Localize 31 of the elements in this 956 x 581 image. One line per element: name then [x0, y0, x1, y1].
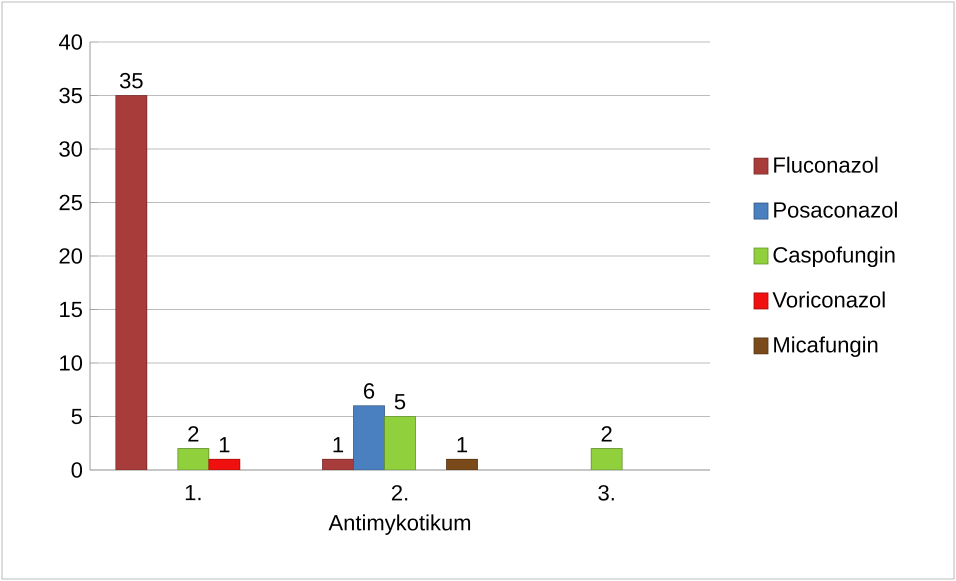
- y-tick-label: 35: [59, 88, 82, 104]
- y-tick-label: 5: [72, 408, 82, 424]
- data-label: 35: [120, 72, 143, 88]
- bar: [115, 95, 148, 470]
- legend-label: Voriconazol: [772, 291, 885, 308]
- y-tick-label: 25: [60, 194, 82, 210]
- data-label: 1: [220, 437, 230, 452]
- y-tick-label: 40: [58, 34, 82, 50]
- y-tick-label: 15: [60, 302, 82, 318]
- x-tick-label: 3.: [598, 485, 614, 501]
- data-label: 6: [364, 383, 374, 399]
- bar: [384, 416, 416, 470]
- data-label: 2: [602, 426, 612, 442]
- bar: [177, 448, 210, 470]
- legend-label: Posaconazol: [774, 202, 897, 218]
- x-axis-title: Antimykotikum: [328, 514, 470, 535]
- bar: [590, 448, 623, 470]
- y-tick-label: 30: [59, 141, 82, 157]
- x-tick-label: 1.: [186, 485, 201, 500]
- data-label: 5: [394, 394, 406, 410]
- legend-label: Caspofungin: [774, 246, 894, 268]
- x-tick-label: 2.: [392, 485, 408, 500]
- data-label: 1: [458, 437, 468, 452]
- bar: [322, 458, 354, 470]
- data-label: 1: [334, 437, 344, 452]
- y-tick-label: 0: [72, 462, 82, 478]
- y-tick-label: 20: [60, 248, 82, 264]
- y-tick-label: 10: [60, 355, 82, 371]
- data-label: 2: [188, 426, 198, 442]
- legend-label: Fluconazol: [774, 156, 878, 173]
- legend-label: Micafungin: [774, 336, 878, 357]
